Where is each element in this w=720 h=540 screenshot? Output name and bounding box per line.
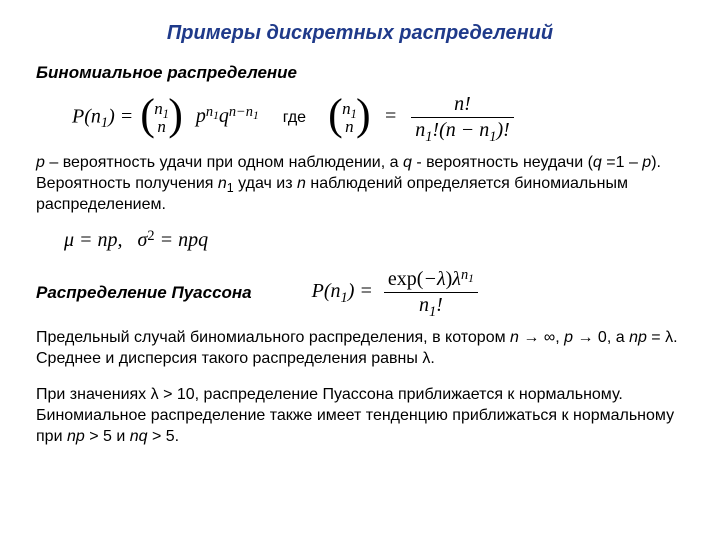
- txt: > 5 и: [85, 428, 130, 445]
- var-nq: nq: [130, 428, 148, 445]
- slide-root: Примеры дискретных распределений Биномиа…: [0, 0, 720, 540]
- binomial-description: p – вероятность удачи при одном наблюден…: [36, 152, 684, 215]
- txt: > 5.: [148, 428, 180, 445]
- var-n1-sub: 1: [227, 181, 234, 195]
- var-n: n: [510, 329, 519, 346]
- page-title: Примеры дискретных распределений: [36, 22, 684, 45]
- txt: - вероятность неудачи (: [412, 154, 593, 171]
- var-q2: q: [593, 154, 602, 171]
- poisson-note: При значениях λ > 10, распределение Пуас…: [36, 384, 684, 447]
- poisson-row: Распределение Пуассона P(n1) = exp(−λ)λn…: [36, 268, 684, 317]
- var-p: p: [564, 329, 573, 346]
- txt: удач из: [234, 175, 297, 192]
- poisson-formula: P(n1) = exp(−λ)λn1 n1!: [312, 268, 481, 317]
- poisson-description: Предельный случай биномиального распреде…: [36, 327, 684, 369]
- txt: Предельный случай биномиального распреде…: [36, 329, 510, 346]
- var-n1: n: [218, 175, 227, 192]
- var-q: q: [403, 154, 412, 171]
- txt: → ∞,: [519, 329, 564, 346]
- binomial-formula-coeff: n1 n = n! n1!(n − n1)!: [330, 93, 517, 142]
- var-np: np: [67, 428, 85, 445]
- binomial-formula-main: P(n1) = n1 n pn1qn−n1: [72, 100, 259, 136]
- txt: =1 –: [602, 154, 642, 171]
- poisson-heading: Распределение Пуассона: [36, 283, 252, 303]
- where-label: где: [283, 109, 306, 127]
- binomial-moments: μ = np, σ2 = npq: [64, 229, 684, 252]
- txt: – вероятность удачи при одном наблюдении…: [45, 154, 403, 171]
- var-p: p: [36, 154, 45, 171]
- binomial-heading: Биномиальное распределение: [36, 63, 684, 83]
- txt: → 0, а: [573, 329, 629, 346]
- binomial-formula-row: P(n1) = n1 n pn1qn−n1 где n1 n = n! n1!(…: [72, 93, 684, 142]
- var-np: np: [629, 329, 647, 346]
- var-n: n: [297, 175, 306, 192]
- var-p2: p: [642, 154, 651, 171]
